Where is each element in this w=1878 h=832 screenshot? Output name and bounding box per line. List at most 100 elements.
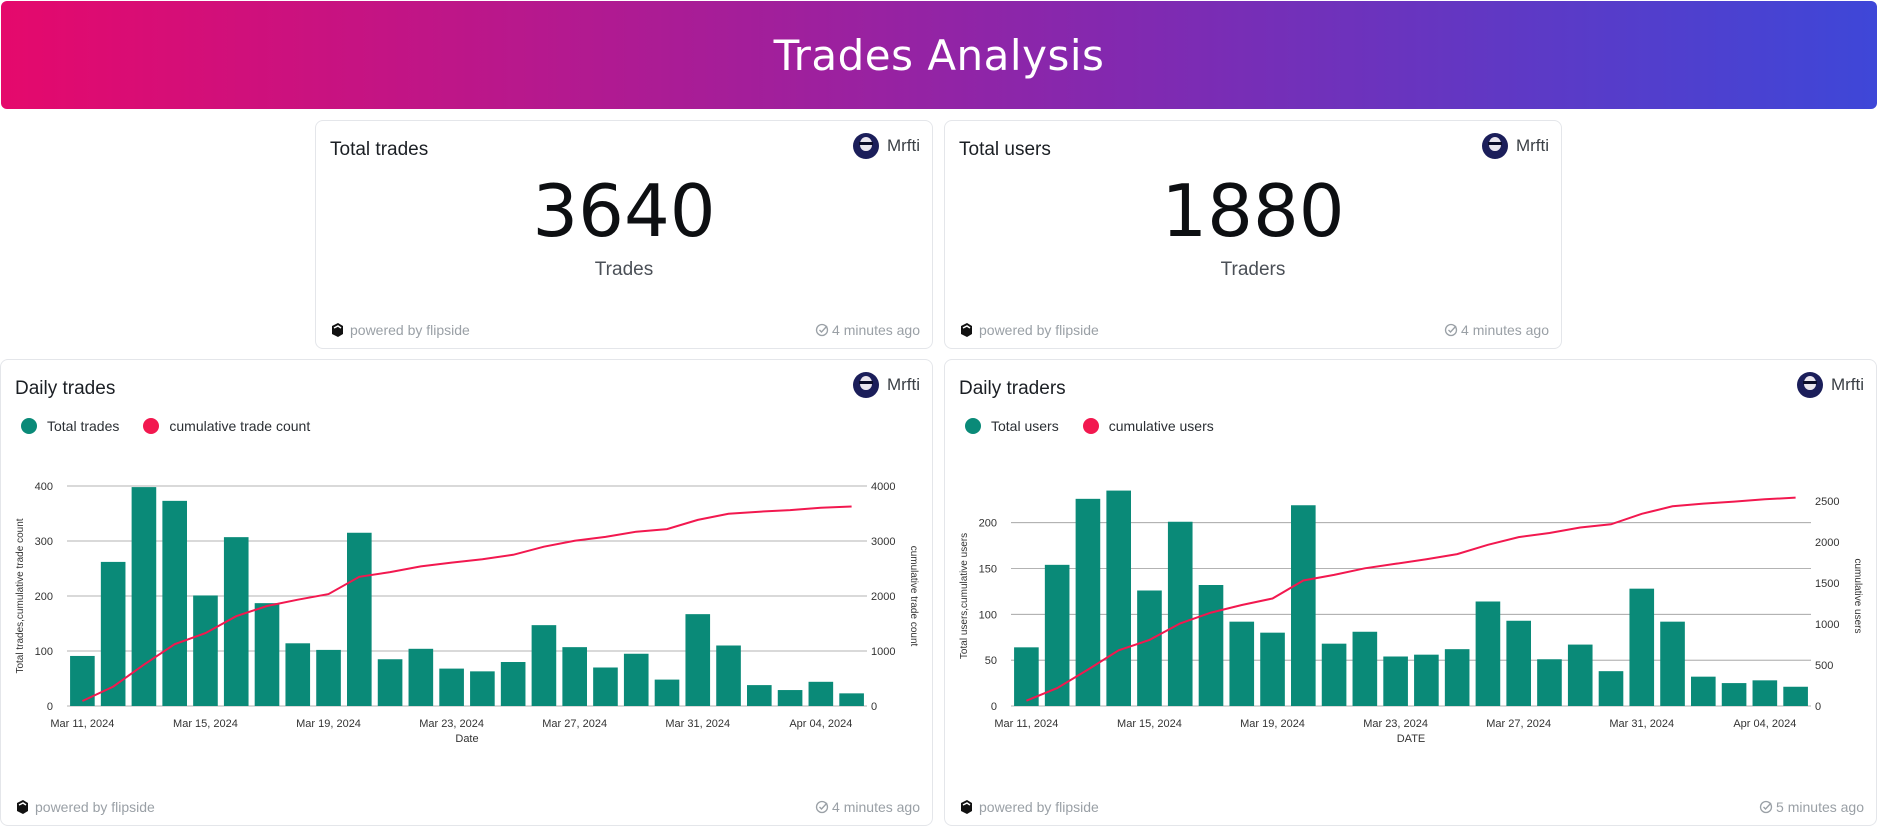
powered-by-link[interactable]: powered by flipside xyxy=(15,799,155,815)
bar xyxy=(1014,647,1039,706)
y2-tick-label: 0 xyxy=(1815,701,1821,713)
updated-time: 4 minutes ago xyxy=(832,322,920,338)
y2-tick-label: 1500 xyxy=(1815,578,1839,590)
y2-tick-label: 4000 xyxy=(871,481,895,493)
author-link[interactable]: Mrfti xyxy=(1481,133,1549,159)
y2-tick-label: 2000 xyxy=(1815,537,1839,549)
card-title: Daily traders xyxy=(959,378,1066,399)
bar xyxy=(131,487,157,706)
legend-bar-swatch xyxy=(21,418,37,434)
y2-tick-label: 1000 xyxy=(871,646,895,658)
x-tick-label: Mar 11, 2024 xyxy=(50,718,114,730)
bar xyxy=(1167,521,1193,706)
bar xyxy=(1414,654,1439,706)
bar xyxy=(1752,680,1778,706)
bar xyxy=(1352,631,1378,706)
bar xyxy=(1106,490,1131,706)
total-trades-card: Total trades Mrfti 3640 Trades powered b… xyxy=(315,120,933,349)
x-tick-label: Mar 23, 2024 xyxy=(1363,718,1428,730)
author-link[interactable]: Mrfti xyxy=(852,133,920,159)
bar xyxy=(100,561,126,706)
powered-by-link[interactable]: powered by flipside xyxy=(330,322,470,338)
y-tick-label: 400 xyxy=(35,481,53,493)
legend-item-line[interactable]: cumulative trade count xyxy=(143,418,310,434)
legend-bar-swatch xyxy=(965,418,981,434)
bar xyxy=(1444,649,1470,706)
daily-traders-card: Daily traders Mrfti Total users cumulati… xyxy=(944,359,1877,826)
refresh-status[interactable]: 4 minutes ago xyxy=(815,322,920,338)
x-axis-title: Date xyxy=(455,733,478,745)
legend-label: Total trades xyxy=(47,418,120,434)
bar xyxy=(1321,643,1347,706)
check-circle-icon xyxy=(815,800,829,814)
legend-label: Total users xyxy=(991,418,1059,434)
total-users-unit: Traders xyxy=(1220,259,1286,280)
y-axis-title: Total users,cumulative users xyxy=(959,533,970,659)
bar xyxy=(1537,659,1562,706)
powered-by-text: powered by flipside xyxy=(350,322,470,338)
legend-item-line[interactable]: cumulative users xyxy=(1082,418,1214,434)
bar xyxy=(747,685,772,706)
bar xyxy=(1198,585,1224,706)
powered-by-link[interactable]: powered by flipside xyxy=(959,322,1099,338)
chart-legend: Total trades cumulative trade count xyxy=(21,418,310,434)
x-tick-label: Mar 27, 2024 xyxy=(1486,718,1551,730)
flipside-logo-icon xyxy=(961,323,972,337)
card-title: Total trades xyxy=(330,139,429,160)
cumulative-line xyxy=(81,505,852,702)
refresh-status[interactable]: 4 minutes ago xyxy=(815,799,920,815)
bar xyxy=(685,614,711,706)
y-tick-label: 300 xyxy=(35,536,53,548)
powered-by-text: powered by flipside xyxy=(35,799,155,815)
powered-by-link[interactable]: powered by flipside xyxy=(959,799,1099,815)
bar xyxy=(1383,656,1408,706)
bar xyxy=(623,653,649,706)
author-name: Mrfti xyxy=(1515,136,1549,155)
bar xyxy=(808,681,834,706)
check-circle-icon xyxy=(1444,323,1458,337)
bar xyxy=(1137,590,1162,706)
x-tick-label: Mar 15, 2024 xyxy=(1117,718,1182,730)
bar xyxy=(562,647,587,706)
x-tick-label: Mar 31, 2024 xyxy=(1609,718,1674,730)
bar xyxy=(408,648,434,706)
refresh-status[interactable]: 5 minutes ago xyxy=(1759,799,1864,815)
bar xyxy=(193,595,218,706)
bar xyxy=(1691,676,1716,706)
updated-time: 4 minutes ago xyxy=(832,799,920,815)
x-tick-label: Mar 27, 2024 xyxy=(542,718,607,730)
bar xyxy=(1506,620,1531,706)
bar xyxy=(1044,564,1070,706)
bar xyxy=(347,532,372,706)
flipside-logo-icon xyxy=(961,800,972,814)
bar xyxy=(1721,683,1747,706)
bar xyxy=(1075,498,1101,706)
total-trades-value: 3640 xyxy=(532,169,716,253)
y-tick-label: 200 xyxy=(35,591,53,603)
bar xyxy=(254,603,280,706)
author-link[interactable]: Mrfti xyxy=(1796,372,1864,398)
cumulative-line xyxy=(1026,496,1796,702)
author-link[interactable]: Mrfti xyxy=(852,372,920,398)
daily-trades-card: Daily trades Mrfti Total trades cumulati… xyxy=(0,359,933,826)
x-tick-label: Mar 23, 2024 xyxy=(419,718,484,730)
bar xyxy=(531,625,557,706)
card-title: Daily trades xyxy=(15,378,116,399)
legend-item-bars[interactable]: Total users xyxy=(965,418,1059,434)
legend-line-swatch xyxy=(143,418,160,434)
total-users-card: Total users Mrfti 1880 Traders powered b… xyxy=(944,120,1562,349)
bar xyxy=(839,693,864,706)
bar xyxy=(500,662,526,706)
refresh-status[interactable]: 4 minutes ago xyxy=(1444,322,1549,338)
bar xyxy=(1629,588,1655,706)
y2-axis-title: cumulative trade count xyxy=(908,546,919,647)
bar xyxy=(470,671,495,706)
bar xyxy=(377,659,403,706)
bar xyxy=(593,667,618,706)
y-tick-label: 0 xyxy=(991,701,997,713)
legend-item-bars[interactable]: Total trades xyxy=(21,418,119,434)
y-tick-label: 100 xyxy=(979,609,997,621)
total-trades-unit: Trades xyxy=(594,259,654,280)
bar xyxy=(1229,621,1255,706)
